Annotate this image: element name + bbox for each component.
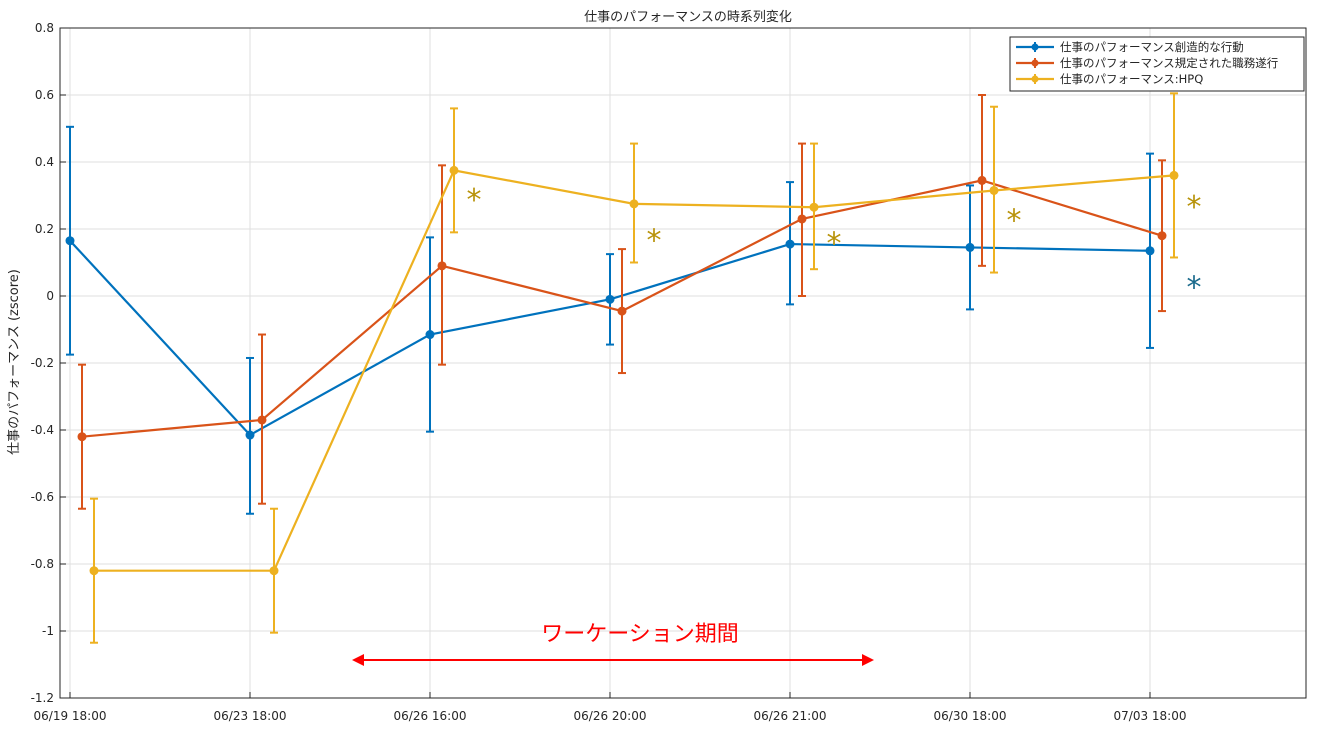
y-tick-label: 0.2	[35, 222, 54, 236]
data-point	[425, 330, 435, 340]
data-point	[1157, 231, 1167, 241]
y-tick-label: 0	[46, 289, 54, 303]
data-point	[809, 202, 819, 212]
data-point	[785, 239, 795, 249]
period-arrow-left-head	[352, 654, 364, 666]
data-point	[797, 214, 807, 224]
x-tick-label: 06/26 20:00	[574, 709, 647, 723]
legend-label: 仕事のパフォーマンス創造的な行動	[1060, 40, 1244, 54]
y-tick-label: -1.2	[31, 691, 54, 705]
legend-box	[1009, 36, 1305, 92]
significance-asterisk: *	[827, 227, 842, 262]
significance-asterisk: *	[647, 223, 662, 258]
data-point	[1169, 170, 1179, 180]
workation-period: ワーケーション期間	[352, 622, 874, 666]
x-axis-ticks: 06/19 18:00 06/23 18:00 06/26 16:00 06/26 2…	[34, 692, 1187, 723]
y-axis-ticks: 0.8 0.6 0.4 0.2 0 -0.2 -0.4 -0.6 -0.8 -1 -1.2	[31, 21, 66, 705]
significance-asterisk: *	[1187, 190, 1202, 225]
x-tick-label: 06/26 16:00	[394, 709, 467, 723]
x-tick-label: 06/19 18:00	[34, 709, 107, 723]
legend-marker	[1031, 59, 1039, 67]
significance-asterisk: *	[1007, 203, 1022, 238]
data-point	[257, 415, 267, 425]
y-axis-label: 仕事のパフォーマンス (zscore)	[7, 269, 22, 455]
chart-title: 仕事のパフォーマンスの時系列変化	[584, 9, 792, 25]
legend-marker	[1031, 75, 1039, 83]
data-point	[1145, 246, 1155, 256]
data-point	[89, 566, 99, 576]
legend-label: 仕事のパフォーマンス:HPQ	[1060, 72, 1203, 86]
data-point	[965, 242, 975, 252]
period-arrow-right-head	[862, 654, 874, 666]
data-point	[245, 430, 255, 440]
data-point	[617, 306, 627, 316]
y-tick-label: -0.6	[31, 490, 54, 504]
x-tick-label: 06/26 21:00	[754, 709, 827, 723]
data-point	[605, 294, 615, 304]
x-tick-label: 06/23 18:00	[214, 709, 287, 723]
data-point	[449, 165, 459, 175]
y-tick-label: 0.6	[35, 88, 54, 102]
x-tick-label: 07/03 18:00	[1114, 709, 1187, 723]
series-3	[89, 92, 1179, 644]
data-point	[77, 432, 87, 442]
significance-markers: * * * * * *	[467, 183, 1202, 305]
series-2	[77, 94, 1167, 510]
y-tick-label: -0.8	[31, 557, 54, 571]
legend-label: 仕事のパフォーマンス規定された職務遂行	[1060, 56, 1278, 70]
data-point	[437, 261, 447, 271]
series-layer	[65, 92, 1179, 644]
legend: 仕事のパフォーマンス創造的な行動仕事のパフォーマンス規定された職務遂行仕事のパフ…	[1009, 36, 1305, 92]
x-tick-label: 06/30 18:00	[934, 709, 1007, 723]
period-label: ワーケーション期間	[541, 622, 739, 647]
data-point	[65, 236, 75, 246]
y-tick-label: 0.8	[35, 21, 54, 35]
legend-marker	[1031, 43, 1039, 51]
data-point	[629, 199, 639, 209]
y-tick-label: -0.4	[31, 423, 54, 437]
y-tick-label: -1	[42, 624, 54, 638]
y-tick-label: -0.2	[31, 356, 54, 370]
y-tick-label: 0.4	[35, 155, 54, 169]
data-point	[269, 566, 279, 576]
data-point	[977, 175, 987, 185]
series-1	[65, 125, 1155, 515]
significance-asterisk: *	[1187, 270, 1202, 305]
significance-asterisk: *	[467, 183, 482, 218]
data-point	[989, 185, 999, 195]
gridlines	[60, 27, 1306, 699]
